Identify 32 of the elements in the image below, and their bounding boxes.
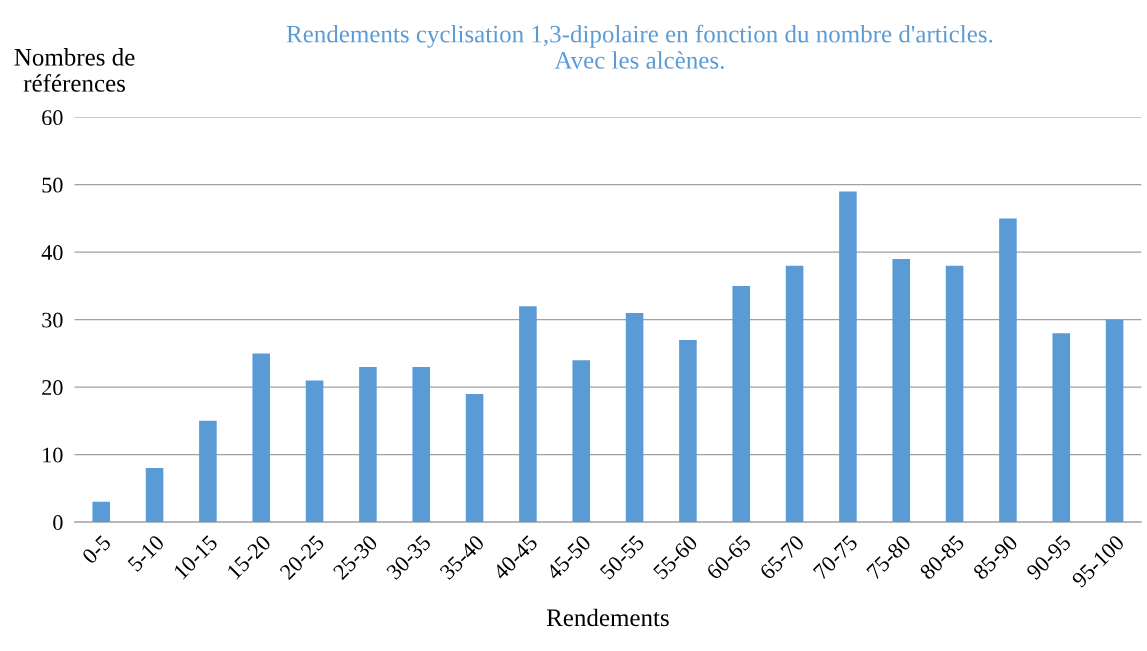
bar [1105, 319, 1124, 523]
y-tick-label: 20 [42, 380, 63, 396]
bar [412, 366, 431, 523]
bar [892, 258, 911, 523]
x-axis-title: Rendements [546, 608, 669, 627]
y-tick-label: 0 [53, 515, 63, 531]
bar [999, 218, 1017, 523]
bar [625, 312, 644, 523]
bar [785, 265, 804, 523]
bar [945, 265, 964, 523]
bar [465, 393, 484, 523]
bar [305, 380, 324, 523]
bar [679, 339, 697, 523]
chart-title: Rendements cyclisation 1,3-dipolaire en fonction du nombre d'articles. Avec les alcènes. [286, 24, 993, 69]
bar [839, 191, 857, 523]
y-tick-label: 60 [42, 110, 63, 126]
bar [145, 468, 164, 523]
bar [359, 366, 377, 523]
x-tick-label: 5-10 [127, 534, 166, 573]
bar [519, 306, 537, 523]
x-tick-label: 0-5 [81, 534, 112, 565]
y-tick-label: 30 [42, 312, 63, 328]
bar [199, 420, 217, 523]
y-axis-title: Nombres de références [14, 48, 135, 92]
y-tick-label: 40 [41, 245, 63, 261]
bar [252, 353, 271, 523]
bar [1052, 333, 1071, 523]
y-tick-label: 50 [42, 177, 63, 193]
bar [572, 360, 591, 523]
bar [732, 285, 751, 523]
bar [92, 501, 111, 523]
y-tick-label: 10 [43, 447, 63, 463]
